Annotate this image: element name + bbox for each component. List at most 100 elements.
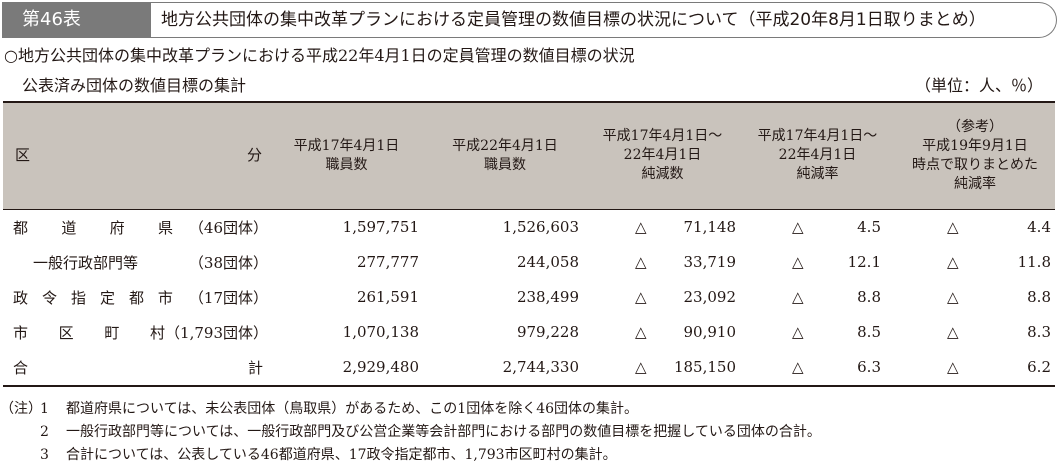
change-number: 90,910 [683,323,737,341]
row-label-char: 都 [128,288,144,307]
cell-c5: △ 4.4 [895,209,1055,245]
note-number: 3 [40,447,49,463]
triangle-icon: △ [635,253,647,271]
row-label: 都 道 府 県 （46団体） [3,209,268,245]
change-value: △ 4.4 [895,218,1055,236]
column-header-line: 平成17年4月1日～ [757,128,878,145]
cell-c1: 277,777 [356,253,419,271]
change-value: △ 12.1 [740,253,895,271]
triangle-icon: △ [947,358,959,376]
cell-c1: 1,597,751 [342,218,419,236]
triangle-icon: △ [635,288,647,306]
note-line: （注） 1 都道府県については、未公表団体（鳥取県）があるため、この1団体を除く46… [0,398,821,421]
unit-label: （単位：人、％） [914,76,1043,95]
change-value: △ 6.2 [895,358,1055,376]
cell-c4: △ 6.3 [740,349,895,387]
column-header-c3: 平成17年4月1日～ 22年4月1日 純減数 [585,101,740,210]
column-header-line: 22年4月1日 [778,147,857,164]
note-prefix [0,444,40,467]
change-number: 6.2 [1027,358,1051,376]
row-label-inner: 合計 [13,357,268,378]
cell-c5: △ 6.2 [895,349,1055,387]
note-line: 3 合計については、公表している46都道府県、17政令指定都市、1,793市区町村… [0,444,821,467]
header-row: 区 分 平成17年4月1日 職員数 平成22年4月1日 職員数 平成17年4月1日～… [3,101,1055,210]
cell-c3: △ 23,092 [585,280,740,315]
notes: （注） 1 都道府県については、未公表団体（鳥取県）があるため、この1団体を除く46… [0,398,821,467]
note-text: 合計については、公表している46都道府県、17政令指定都市、1,793市区町村の… [66,447,617,463]
row-label-inner: 政令指定都市 （17団体） [13,287,268,308]
change-number: 11.8 [1017,253,1051,271]
column-header-line: 平成17年4月1日～ [602,128,723,145]
change-value: △ 8.8 [740,288,895,306]
row-label-name: 一般行政部門等 [33,253,139,272]
change-number: 6.3 [857,358,881,376]
cell-c3: △ 71,148 [585,209,740,245]
note-text: 都道府県については、未公表団体（鳥取県）があるため、この1団体を除く46団体の集… [66,401,639,417]
change-value: △ 6.3 [740,358,895,376]
row-label-name: 市区町村 [13,322,165,343]
cell-c4: △ 8.8 [740,280,895,315]
change-value: △ 90,910 [585,323,740,341]
triangle-icon: △ [792,253,804,271]
triangle-icon: △ [947,218,959,236]
row-label-name: 政令指定都市 [13,287,173,308]
cell-c5: △ 8.3 [895,315,1055,350]
triangle-icon: △ [947,253,959,271]
note-line: 2 一般行政部門等については、一般行政部門及び公営企業等会計部門における部門の数値… [0,421,821,444]
triangle-icon: △ [947,288,959,306]
column-header-c5: （参考） 平成19年9月1日 時点で取りまとめた 純減率 [895,101,1055,210]
kubun-left: 区 [15,146,31,165]
note-text: 一般行政部門等については、一般行政部門及び公営企業等会計部門における部門の数値目… [66,424,821,440]
note-number: 2 [40,424,49,440]
triangle-icon: △ [792,218,804,236]
row-label-inner: 一般行政部門等 （38団体） [13,252,268,273]
change-value: △ 8.3 [895,323,1055,341]
cell-c1: 2,929,480 [268,349,425,387]
column-header-line: 純減率 [954,175,996,192]
cell-c2: 244,058 [516,253,579,271]
change-number: 12.1 [847,253,881,271]
note-number: 1 [40,401,49,417]
column-header-line: 平成17年4月1日 [293,137,400,154]
row-label-name: 合計 [13,357,263,378]
row-label-char: 町 [104,323,120,342]
cell-c2: 979,228 [516,323,579,341]
change-value: △ 33,719 [585,253,740,271]
cell-c1: 261,591 [356,288,419,306]
table-row: 一般行政部門等 （38団体） 277,777 244,058 △ 33,719 △ 12.1 △… [3,245,1055,280]
row-label-name: 都道府県 [13,217,173,238]
column-header-line: 純減数 [641,166,684,183]
column-header-line: 平成22年4月1日 [452,137,558,154]
cell-c3: △ 90,910 [585,315,740,350]
triangle-icon: △ [792,323,804,341]
table-row: 都道府県（46団体） 1,597,751 1,526,603 △ 71,148 △ 4.5 △… [3,209,1055,245]
cell-c4: △ 8.5 [740,315,895,350]
row-label: 市 区 町 村（1,793団体） [3,315,268,350]
cell-c5: △ 8.8 [895,280,1055,315]
caption: ○地方公共団体の集中改革プランにおける平成22年4月1日の定員管理の数値目標の状… [4,46,635,65]
cell-c3: △ 185,150 [585,349,740,387]
row-label-char: 村 [150,323,166,342]
cell-c4: △ 4.5 [740,209,895,245]
kubun-right: 分 [246,146,262,165]
change-number: 185,150 [673,358,736,376]
row-label-char: 政 [13,288,29,307]
change-number: 8.5 [857,323,881,341]
table-row: 合計 2,929,480 2,744,330 △ 185,150 △ 6.3 △ 6.2 [3,349,1055,387]
row-label-suffix: （17団体） [188,288,268,307]
change-number: 23,092 [683,288,737,306]
change-number: 4.5 [857,218,881,236]
cell-c2: 2,744,330 [425,349,585,387]
row-label-inner: 都 道 府 県 （46団体） [13,217,268,238]
change-number: 71,148 [683,218,737,236]
change-value: △ 23,092 [585,288,740,306]
change-value: △ 185,150 [585,358,740,376]
note-prefix: （注） [0,401,42,417]
row-label-char: 区 [58,323,74,342]
change-value: △ 71,148 [585,218,740,236]
note-prefix [0,421,40,444]
cell-c4: △ 12.1 [740,245,895,280]
row-label-char: 定 [99,288,115,307]
row-label-char: 令 [41,288,57,307]
